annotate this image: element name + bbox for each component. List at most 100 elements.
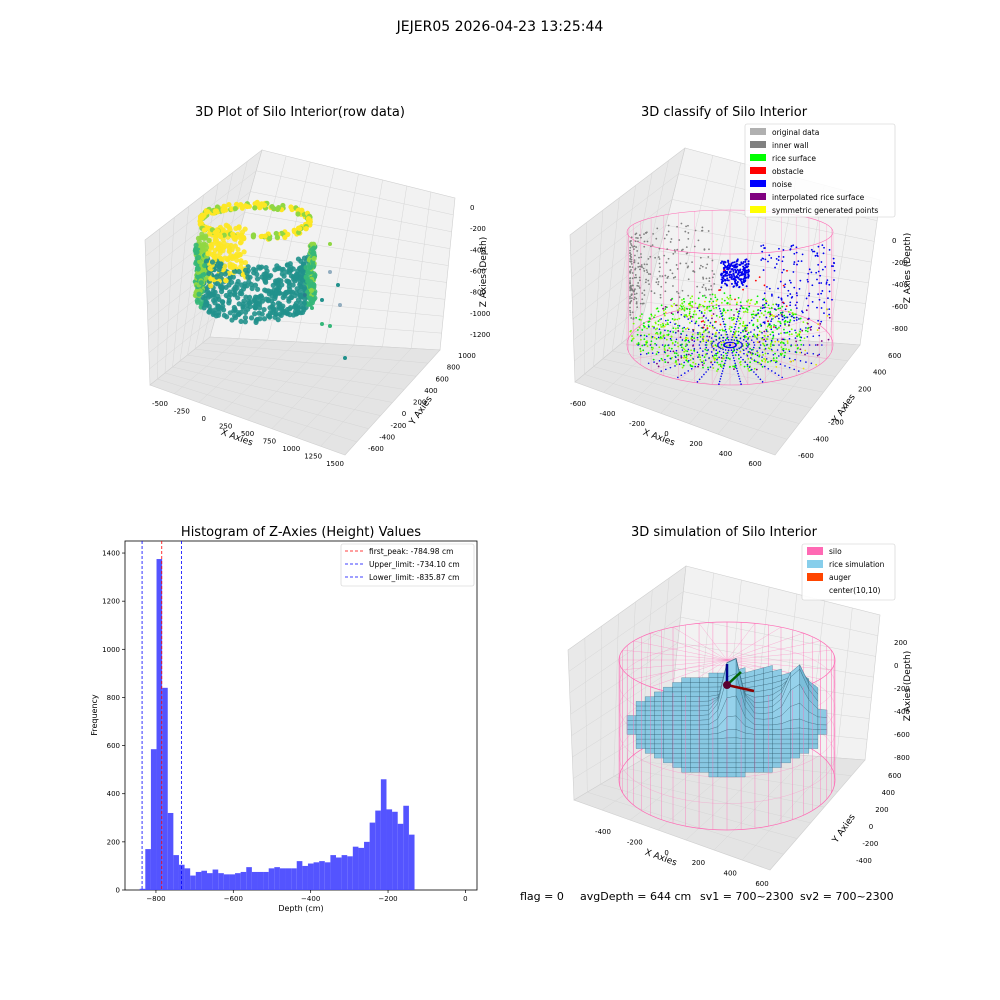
classify-noise-point (733, 339, 736, 341)
classify-noise-point (723, 260, 726, 263)
classify-noise-point (727, 268, 730, 271)
raw-point (226, 202, 232, 208)
classify-rice-point (639, 350, 642, 353)
classify-noise-point (774, 266, 776, 269)
classify-noise-point (747, 268, 750, 271)
classify-wall-point (630, 244, 633, 247)
classify-rice-point (752, 313, 754, 316)
classify-interp-point (692, 328, 694, 331)
classify-noise-point (742, 358, 744, 361)
classify-rice-point (706, 328, 709, 331)
classify-rice-point (659, 323, 662, 326)
raw-point (206, 303, 212, 309)
classify-wall-point (669, 269, 672, 271)
classify-rice-point (718, 316, 721, 319)
raw-point (201, 235, 207, 242)
classify-wall-point (645, 269, 648, 271)
sim-x-tick-label: -200 (627, 838, 643, 846)
classify-noise-point (724, 349, 727, 351)
classify-interp-point (675, 304, 677, 307)
classify-noise-point (788, 350, 791, 353)
classify-rice-point (651, 348, 654, 351)
classify-noise-point (745, 285, 748, 288)
classify-noise-point (797, 370, 800, 372)
classify-rice-point (774, 352, 776, 355)
classify-rice-point (730, 326, 733, 329)
classify-rice-point (727, 297, 730, 300)
classify-rice-point (646, 327, 648, 330)
raw-z-tick-label: -800 (470, 289, 486, 297)
sim-surface-cell (654, 720, 664, 726)
classify-noise-point (734, 276, 737, 279)
classify-noise-point (763, 321, 766, 324)
raw-point (311, 255, 317, 262)
raw-point (223, 284, 229, 291)
classify-noise-point (747, 263, 750, 266)
grid-line (603, 330, 672, 393)
classify-sym-point (720, 341, 723, 344)
grid-line (324, 173, 359, 344)
classify-noise-point (737, 315, 739, 318)
classify-rice-point (682, 330, 684, 333)
classify-noise-point (680, 333, 682, 335)
classify-rice-point (657, 310, 660, 313)
raw-point (224, 256, 231, 263)
classify-rice-point (682, 305, 685, 307)
classify-rice-point (785, 331, 787, 334)
classify-noise-point (737, 372, 739, 375)
classify-rice-point (728, 358, 731, 360)
classify-rice-point (641, 313, 643, 316)
sim-surface-cell (681, 710, 691, 716)
grid-line (665, 224, 872, 263)
classify-noise-point (762, 257, 765, 260)
hist-y-tick-label: 800 (107, 694, 120, 702)
grid-line (683, 591, 878, 636)
classify-rice-point (721, 360, 723, 363)
classify-noise-point (755, 314, 757, 317)
classify-noise-point (777, 259, 780, 262)
raw-point (252, 303, 258, 310)
classify-wall-point (633, 245, 636, 248)
sim-surface-cell (672, 757, 682, 763)
classify-interp-point (816, 344, 819, 346)
classify-noise-point (738, 285, 741, 288)
classify-rice-point (671, 318, 674, 320)
classify-wall-point (693, 245, 696, 248)
classify-noise-point (731, 336, 734, 338)
classify-wall-point (642, 267, 645, 270)
grid-line (828, 192, 853, 343)
classify-noise-point (723, 323, 725, 325)
classify-interp-point (806, 322, 809, 325)
classify-interp-point (820, 340, 823, 342)
raw-point (233, 201, 240, 207)
classify-silo-spoke (729, 305, 749, 346)
classify-sym-point (786, 340, 789, 343)
sim-surface-cell (708, 748, 719, 754)
classify-sym-point (826, 314, 829, 317)
classify-rice-point (699, 303, 702, 306)
raw-point (198, 280, 204, 286)
classify-rice-point (720, 301, 723, 304)
classify-rice-point (659, 331, 662, 334)
classify-rice-point (717, 363, 720, 366)
raw-z-tick-label: 0 (470, 204, 474, 212)
sim-surface-cell (645, 743, 655, 749)
classify-noise-point (747, 344, 750, 346)
figure-suptitle: JEJER05 2026-04-23 13:25:44 (396, 19, 604, 35)
classify-rice-point (724, 323, 727, 326)
raw-point (281, 273, 287, 279)
classify-noise-point (665, 368, 667, 371)
classify-noise-point (718, 346, 720, 349)
sim-surface-cell (808, 734, 819, 740)
classify-noise-point (687, 339, 690, 342)
classify-wall-point (650, 245, 652, 248)
classify-noise-point (793, 261, 796, 263)
classify-noise-point (722, 348, 724, 351)
sim-surface-cell (626, 720, 637, 726)
classify-sym-point (736, 301, 738, 304)
classify-rice-point (670, 339, 673, 342)
classify-noise-point (698, 344, 701, 346)
classify-wall-point (635, 302, 638, 305)
classify-sym-point (703, 309, 706, 312)
classify-sym-point (686, 337, 689, 340)
